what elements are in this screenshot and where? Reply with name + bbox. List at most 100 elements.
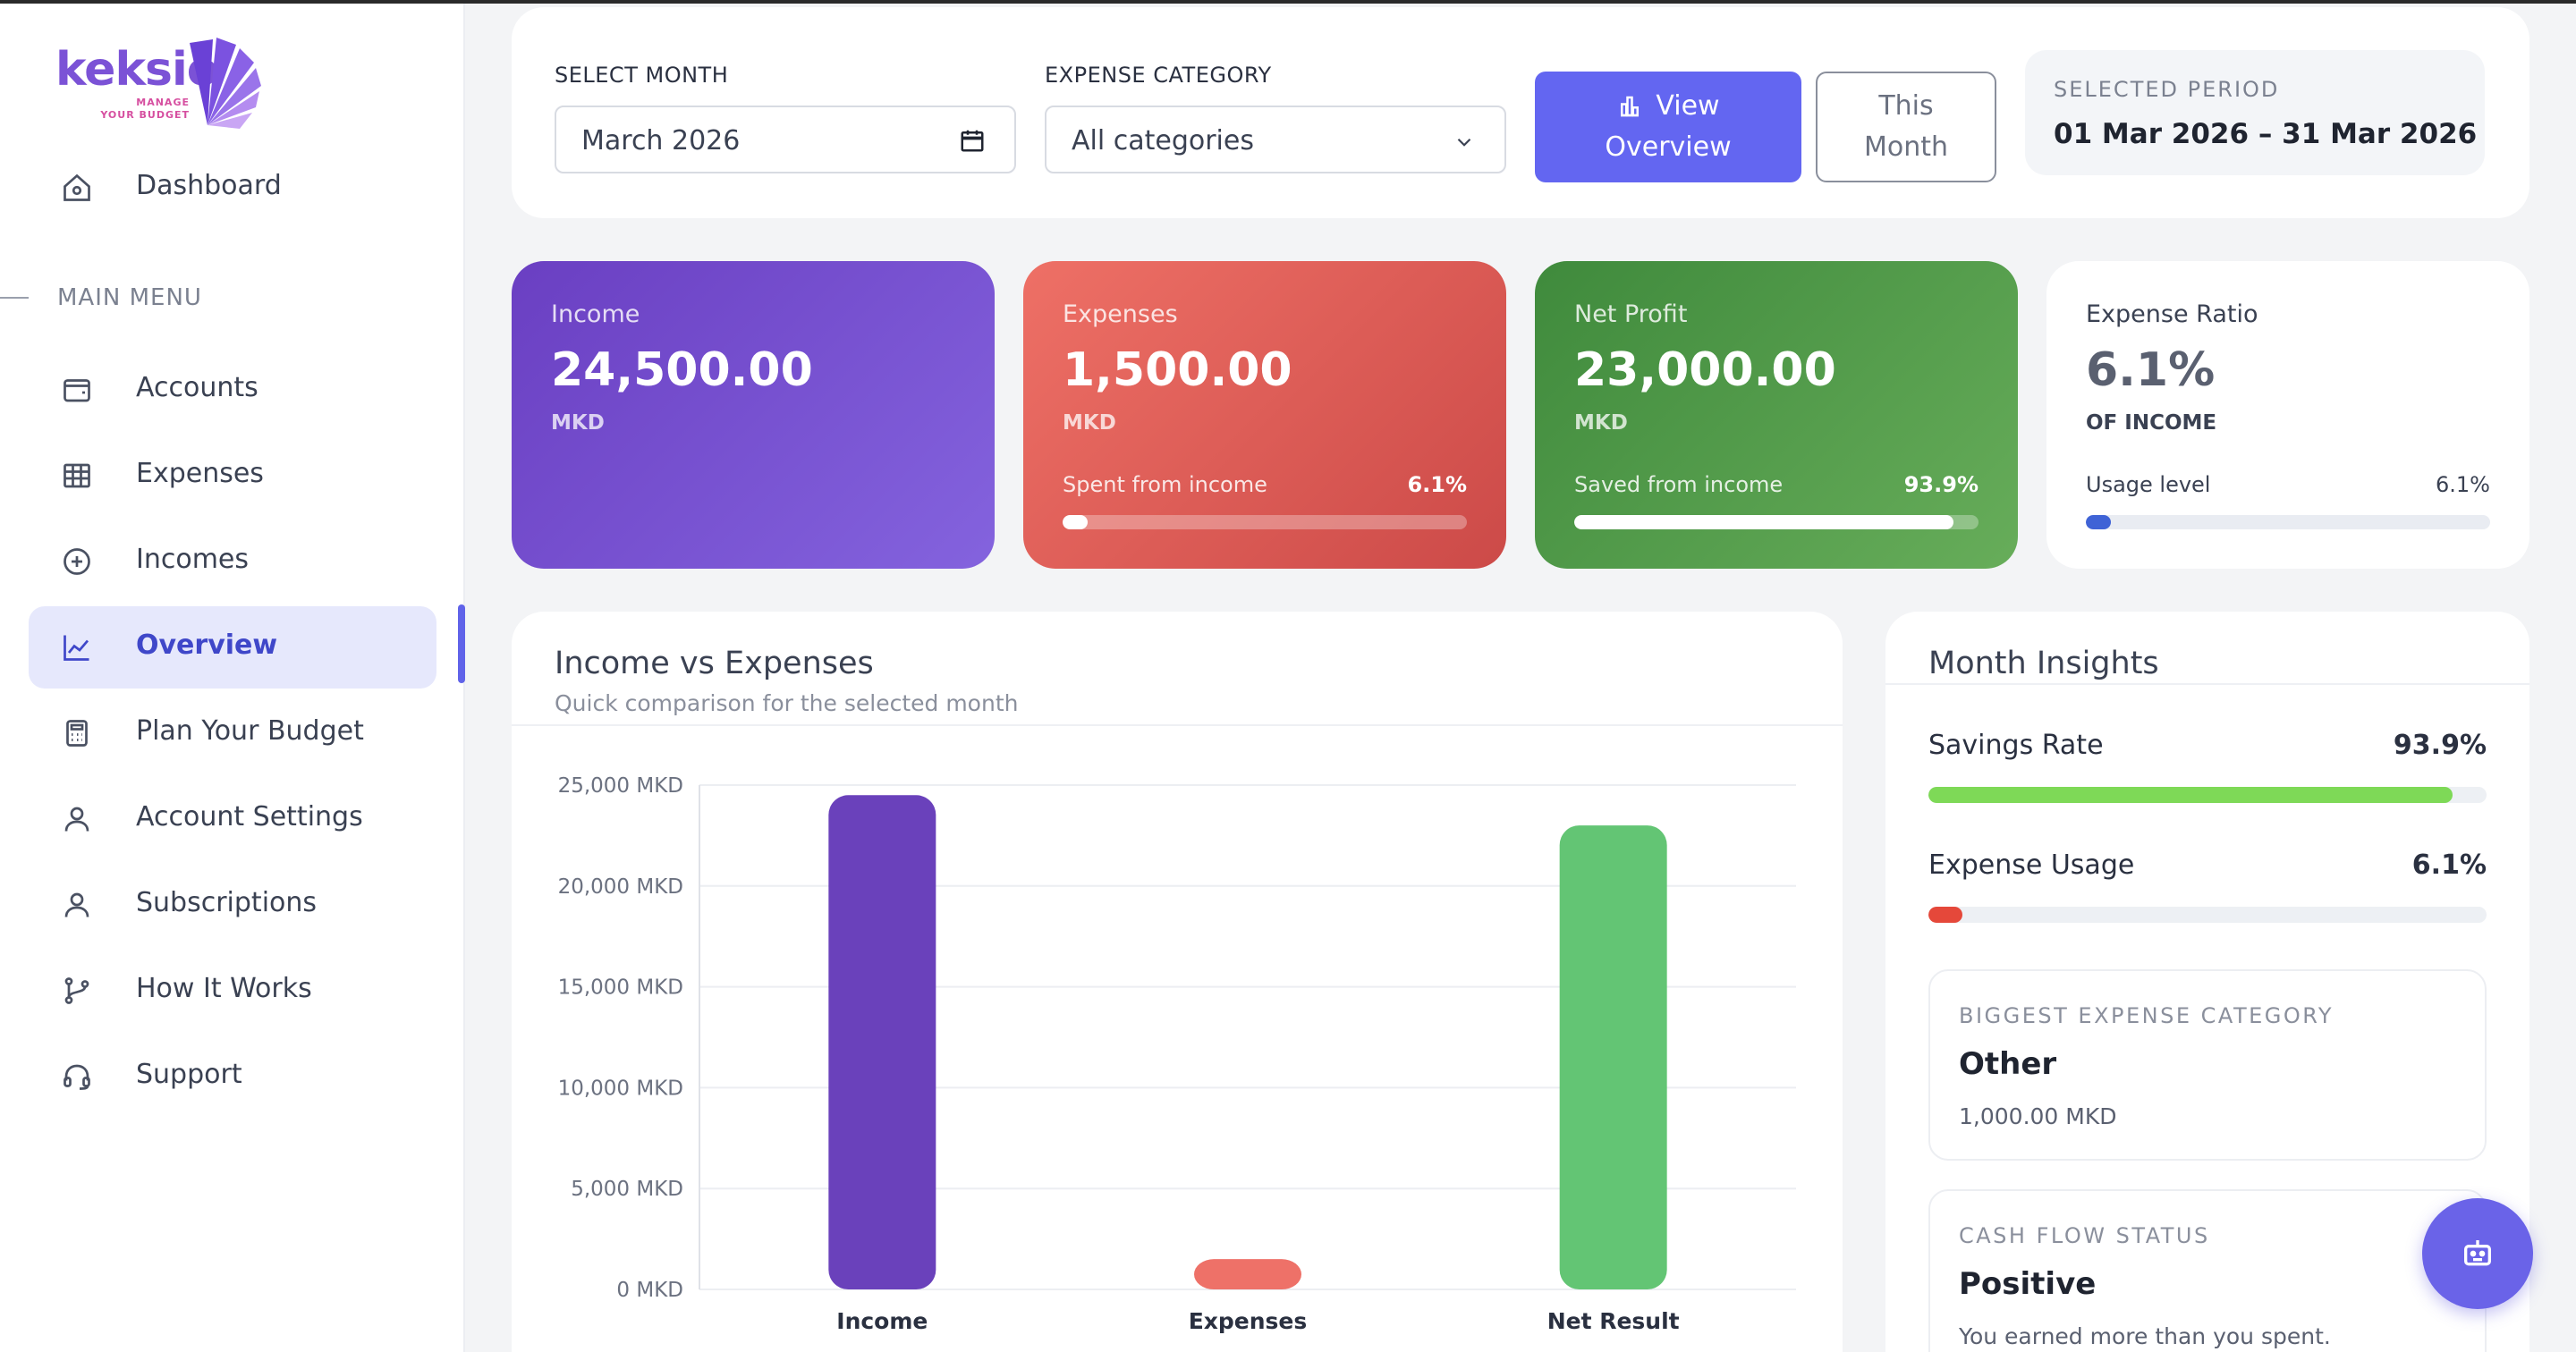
income-title: Income [551, 300, 640, 328]
selected-period: SELECTED PERIOD 01 Mar 2026 – 31 Mar 202… [2025, 50, 2485, 175]
insights-divider [1885, 683, 2529, 685]
assistant-button[interactable] [2422, 1198, 2533, 1309]
y-tick-label: 5,000 MKD [571, 1178, 683, 1201]
grid-table-icon [64, 463, 90, 488]
tagline-line1: MANAGE [136, 97, 190, 108]
bar [828, 795, 936, 1289]
income-card: Income 24,500.00 MKD [512, 261, 995, 569]
robot-icon [2464, 1240, 2491, 1266]
expense-usage-bar [1928, 907, 2487, 923]
expenses-progress-label: Spent from income [1063, 472, 1267, 497]
ratio-progress-text: 6.1% [2436, 472, 2490, 497]
this-month-button[interactable]: This Month [1816, 72, 1996, 182]
bar-chart: 0 MKD 5,000 MKD 10,000 MKD 15,000 MKD 20,000… [558, 774, 1796, 1334]
sidebar-item-label: Incomes [136, 544, 250, 575]
biggest-expense-box: BIGGEST EXPENSE CATEGORY Other 1,000.00 … [1928, 969, 2487, 1161]
y-tick-label: 10,000 MKD [558, 1077, 683, 1100]
sidebar-item-label: Dashboard [136, 170, 282, 201]
user-icon [64, 892, 89, 917]
chart-divider [512, 724, 1843, 726]
bar [1194, 1259, 1301, 1289]
bar [1559, 825, 1667, 1289]
expense-usage-fill [1928, 907, 1963, 923]
y-tick-label: 25,000 MKD [558, 774, 683, 798]
chart-title: Income vs Expenses [555, 646, 874, 681]
income-vs-expenses-card: Income vs Expenses Quick comparison for … [512, 612, 1843, 1352]
this-month-text1: This [1878, 90, 1934, 122]
view-overview-button[interactable]: View Overview [1535, 72, 1801, 182]
net-title: Net Profit [1574, 300, 1688, 328]
sidebar-item-how-it-works[interactable]: How It Works [29, 950, 436, 1032]
sidebar-item-label: Support [136, 1059, 242, 1090]
logo[interactable]: keksio MANAGE YOUR BUDGET [55, 36, 261, 134]
cash-flow-value: Positive [1959, 1266, 2097, 1302]
sidebar-item-subscriptions[interactable]: Subscriptions [29, 864, 436, 946]
biggest-expense-label: BIGGEST EXPENSE CATEGORY [1959, 1003, 2334, 1028]
expenses-card: Expenses 1,500.00 MKD Spent from income … [1023, 261, 1506, 569]
month-insights-card: Month Insights Savings Rate 93.9% Expens… [1885, 612, 2529, 1352]
expenses-unit: MKD [1063, 411, 1116, 435]
ratio-unit: OF INCOME [2086, 411, 2217, 435]
cash-flow-label: CASH FLOW STATUS [1959, 1223, 2210, 1248]
sidebar-item-label: How It Works [136, 973, 312, 1004]
sidebar-item-account-settings[interactable]: Account Settings [29, 778, 436, 860]
net-progress-text: 93.9% [1903, 472, 1979, 497]
headset-icon [64, 1064, 90, 1090]
sidebar-item-incomes[interactable]: Incomes [29, 520, 436, 603]
sidebar: keksio MANAGE YOUR BUDGET Dashboard MAIN… [0, 4, 465, 1352]
sidebar-item-label: Plan Your Budget [136, 715, 364, 747]
chevron-down-icon [1457, 138, 1471, 147]
expenses-progress-bar [1063, 515, 1467, 529]
view-button-line1: View [1535, 86, 1801, 127]
savings-rate-value: 93.9% [2393, 730, 2487, 761]
month-input[interactable]: March 2026 [555, 106, 1016, 173]
sidebar-item-label: Accounts [136, 372, 258, 403]
insights-title: Month Insights [1928, 646, 2159, 681]
category-select[interactable]: All categories [1045, 106, 1506, 173]
expense-usage-label: Expense Usage [1928, 849, 2135, 881]
user-icon [64, 807, 89, 832]
calculator-icon [66, 720, 88, 747]
bar-chart-icon [1621, 96, 1640, 117]
line-chart-icon [64, 635, 89, 661]
filter-card: SELECT MONTH March 2026 EXPENSE CATEGORY… [512, 7, 2529, 218]
sidebar-item-label: Account Settings [136, 801, 363, 832]
savings-rate-fill [1928, 787, 2453, 803]
sidebar-item-label: Overview [136, 630, 278, 661]
sidebar-item-overview[interactable]: Overview [29, 606, 436, 689]
net-unit: MKD [1574, 411, 1628, 435]
logo-tagline: MANAGE YOUR BUDGET [91, 97, 190, 122]
sidebar-item-support[interactable]: Support [29, 1035, 436, 1118]
ratio-progress-bar [2086, 515, 2490, 529]
this-month-text2: Month [1863, 131, 1949, 163]
home-icon [64, 173, 90, 201]
y-tick-label: 20,000 MKD [558, 875, 683, 899]
wallet-icon [64, 379, 90, 402]
ratio-progress-label: Usage level [2086, 472, 2211, 497]
ratio-title: Expense Ratio [2086, 300, 2258, 328]
window-top-edge [0, 0, 2576, 4]
expenses-title: Expenses [1063, 300, 1178, 328]
active-indicator [458, 604, 465, 683]
sidebar-item-plan-budget[interactable]: Plan Your Budget [29, 692, 436, 774]
sidebar-item-expenses[interactable]: Expenses [29, 435, 436, 517]
calendar-icon[interactable] [959, 127, 986, 154]
tagline-line2: YOUR BUDGET [100, 109, 190, 121]
ratio-value: 6.1% [2086, 343, 2216, 397]
income-value: 24,500.00 [551, 343, 813, 397]
view-button-text2: Overview [1605, 131, 1732, 163]
sidebar-item-label: Expenses [136, 458, 264, 489]
section-label: MAIN MENU [57, 284, 202, 311]
chart-subtitle: Quick comparison for the selected month [555, 690, 1019, 716]
sidebar-item-accounts[interactable]: Accounts [29, 349, 436, 431]
biggest-expense-amount: 1,000.00 MKD [1959, 1103, 2117, 1129]
category-value: All categories [1072, 125, 1254, 156]
income-unit: MKD [551, 411, 605, 435]
sidebar-item-dashboard[interactable]: Dashboard [29, 147, 436, 229]
expense-usage-value: 6.1% [2411, 849, 2487, 881]
x-tick-label: Income [836, 1308, 928, 1334]
category-label: EXPENSE CATEGORY [1045, 63, 1272, 88]
x-tick-label: Expenses [1189, 1308, 1308, 1334]
cash-flow-box: CASH FLOW STATUS Positive You earned mor… [1928, 1189, 2487, 1352]
cash-flow-note: You earned more than you spent. [1959, 1323, 2331, 1349]
